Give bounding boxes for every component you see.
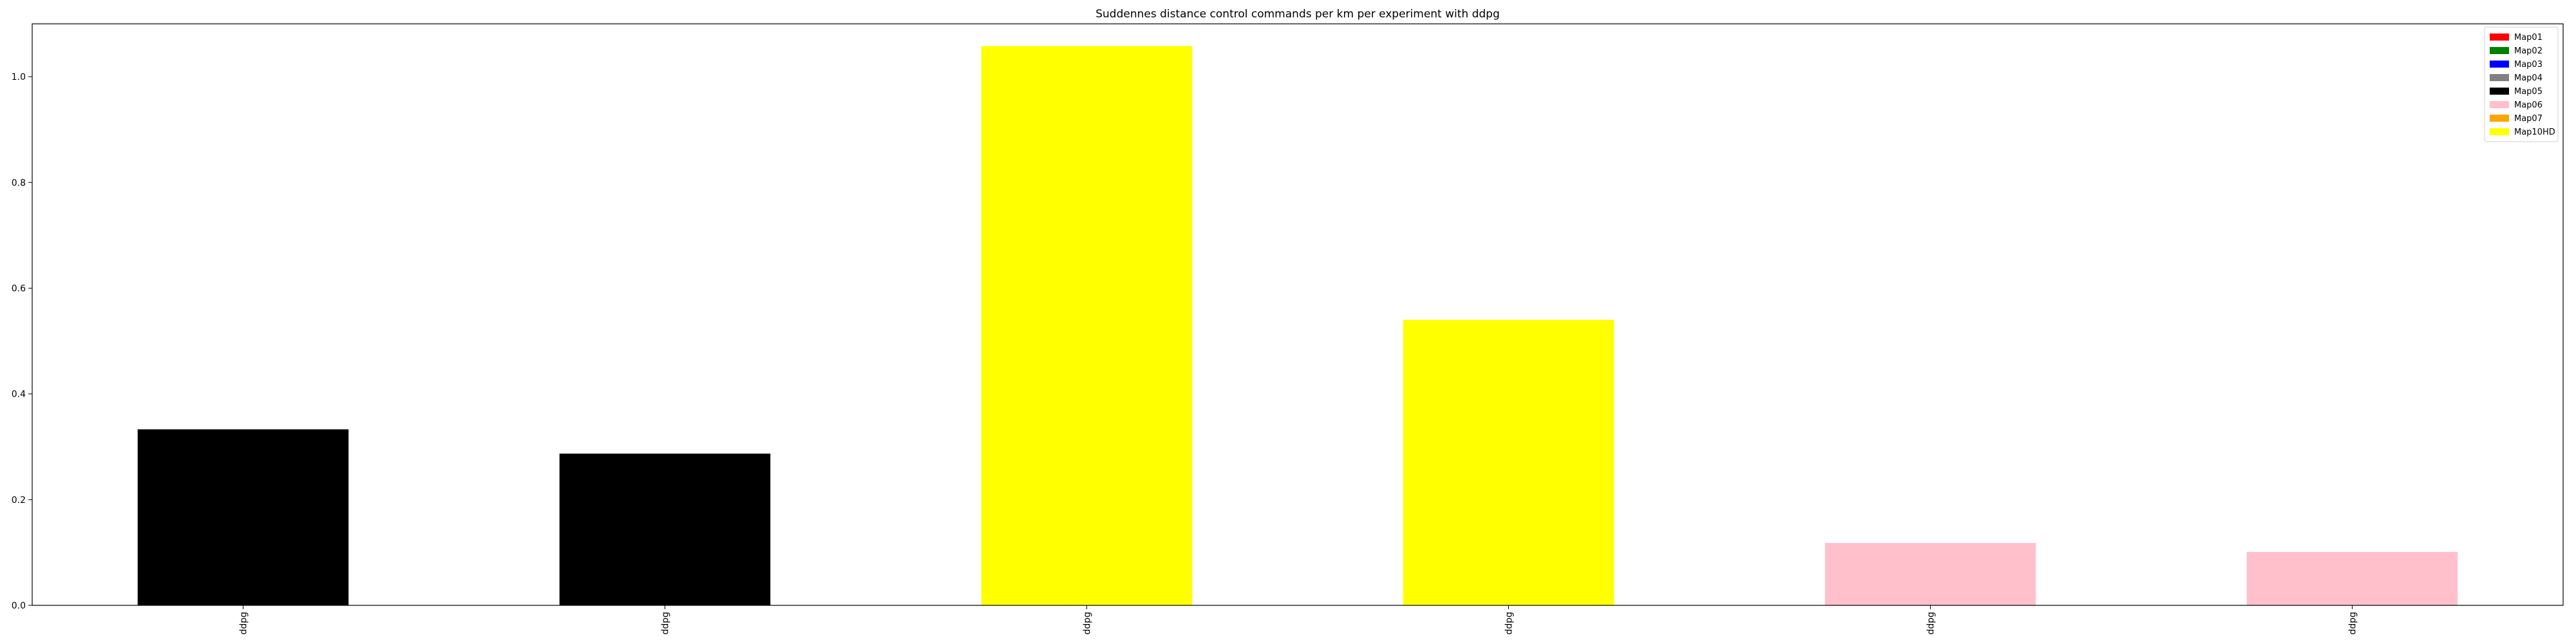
bars-layer — [137, 46, 2458, 606]
legend-swatch — [2490, 128, 2509, 135]
x-axis: ddpg ddpg ddpg ddpg ddpg ddpg — [239, 605, 2358, 635]
legend-label: Map06 — [2514, 100, 2543, 110]
legend-swatch — [2490, 74, 2509, 81]
bar-2 — [559, 453, 771, 605]
legend-label: Map04 — [2514, 73, 2543, 83]
legend-label: Map10HD — [2514, 128, 2555, 137]
y-tick-label: 0.4 — [12, 390, 26, 400]
y-tick-label: 0.8 — [12, 178, 26, 188]
bar-3 — [981, 46, 1193, 606]
legend-swatch — [2490, 47, 2509, 54]
bar-1 — [137, 429, 349, 605]
legend: Map01 Map02 Map03 Map04 Map05 Map06 Map07 Map10… — [2484, 26, 2559, 142]
x-tick-label: ddpg — [239, 612, 249, 635]
y-axis: 0.0 0.2 0.4 0.6 0.8 1.0 — [12, 72, 32, 611]
bar-5 — [1824, 543, 2036, 605]
chart-title: Suddennes distance control commands per … — [1095, 8, 1500, 21]
x-tick-label: ddpg — [2348, 612, 2358, 635]
y-tick-label: 0.6 — [12, 283, 26, 294]
bar-4 — [1403, 319, 1615, 605]
legend-label: Map03 — [2514, 60, 2543, 70]
legend-label: Map01 — [2514, 33, 2543, 43]
x-tick-label: ddpg — [1083, 612, 1093, 635]
x-tick-label: ddpg — [1504, 612, 1515, 635]
legend-swatch — [2490, 61, 2509, 68]
legend-box — [2484, 26, 2559, 142]
legend-swatch — [2490, 33, 2509, 41]
legend-swatch — [2490, 101, 2509, 108]
legend-label: Map07 — [2514, 114, 2543, 124]
legend-label: Map05 — [2514, 87, 2543, 97]
plot-area-frame — [32, 23, 2564, 606]
legend-swatch — [2490, 115, 2509, 122]
legend-label: Map02 — [2514, 46, 2543, 56]
x-tick-label: ddpg — [661, 612, 671, 635]
x-tick-label: ddpg — [1926, 612, 1937, 635]
y-tick-label: 0.0 — [12, 601, 26, 611]
legend-swatch — [2490, 88, 2509, 95]
bar-6 — [2246, 552, 2458, 605]
y-tick-label: 0.2 — [12, 495, 26, 506]
y-tick-label: 1.0 — [12, 72, 26, 82]
